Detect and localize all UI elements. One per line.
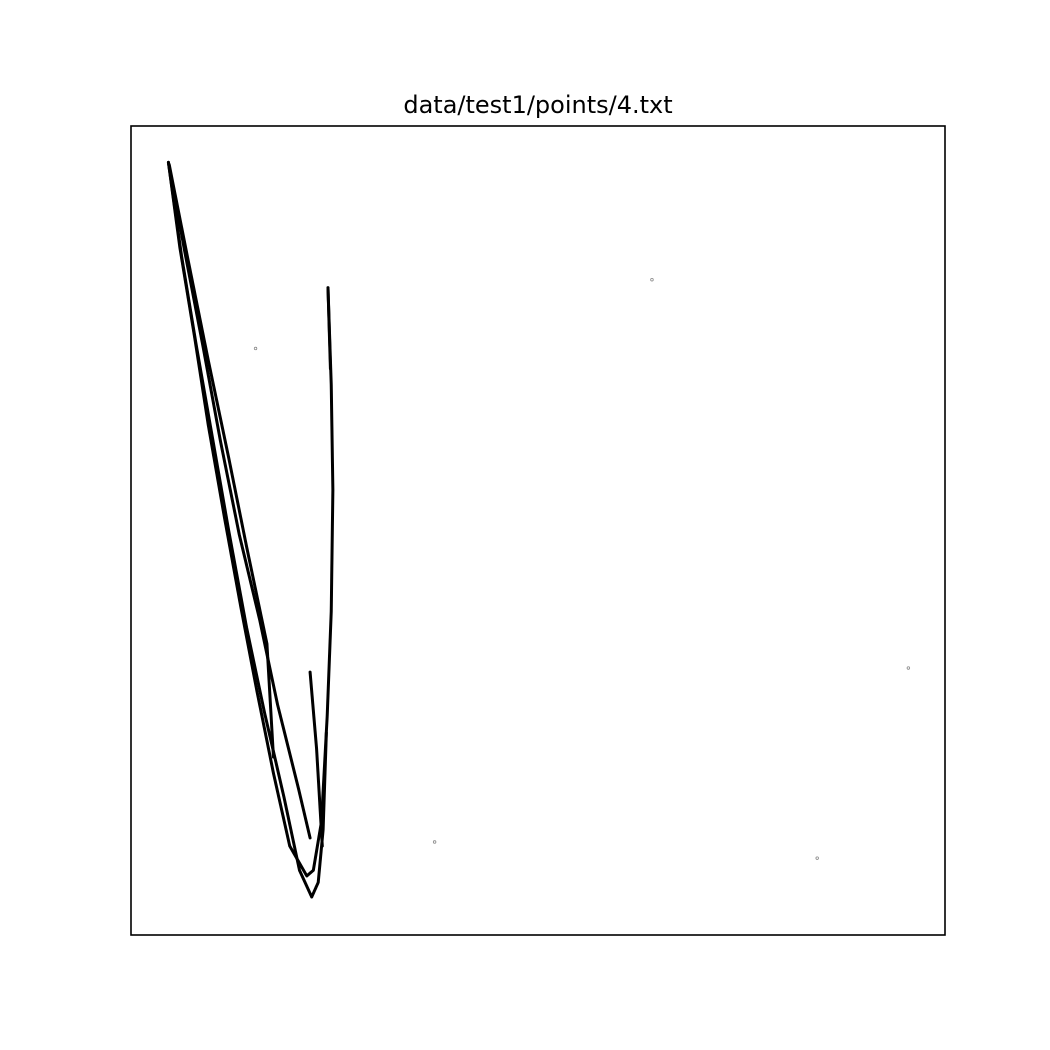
outlier-point-3 — [432, 840, 437, 844]
dense-point-curve-3 — [167, 163, 275, 759]
outlier-point-2 — [906, 666, 911, 670]
plot-frame — [130, 125, 946, 936]
dense-point-curve-1 — [166, 160, 328, 899]
outlier-point-4 — [815, 856, 819, 860]
dense-point-curve-5 — [326, 286, 332, 371]
outlier-point-1 — [650, 278, 654, 282]
dense-point-curve-2 — [166, 160, 312, 840]
dense-point-curve-4 — [308, 670, 324, 848]
chart-title: data/test1/points/4.txt — [403, 91, 672, 119]
outlier-point-0 — [253, 346, 258, 351]
plot-marks — [166, 160, 911, 899]
